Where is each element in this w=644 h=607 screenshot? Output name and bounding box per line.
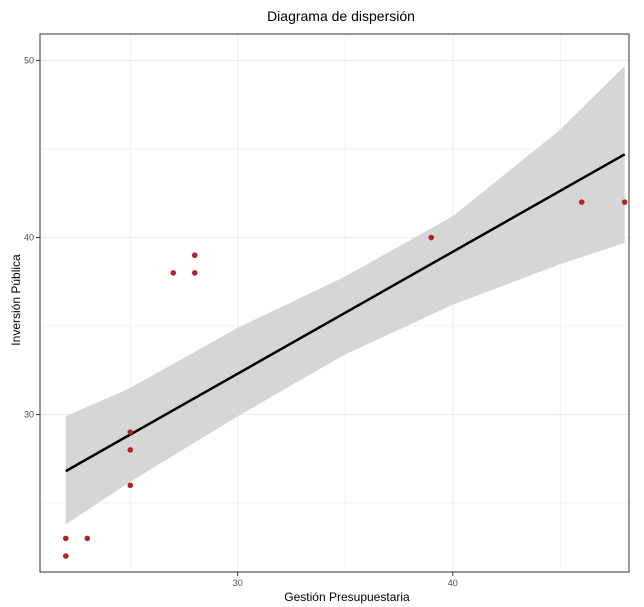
regression-line (65, 153, 626, 473)
data-point (84, 535, 91, 542)
data-point (428, 234, 435, 241)
data-point (191, 270, 198, 276)
data-point (191, 252, 198, 259)
data-point (127, 482, 134, 489)
x-tick-label: 30 (233, 578, 243, 588)
y-tick-label: 40 (24, 233, 34, 243)
data-point (127, 447, 134, 453)
axis-ticks: 30 40 30 40 50 (24, 56, 458, 588)
x-tick-label: 40 (448, 578, 458, 588)
y-tick-label: 30 (24, 409, 34, 419)
y-tick-label: 50 (24, 56, 34, 66)
data-point (578, 199, 585, 205)
data-point (62, 535, 69, 542)
confidence-band-layer (65, 65, 625, 525)
data-point (127, 429, 134, 435)
confidence-band (65, 65, 625, 525)
fit-line-layer (65, 153, 626, 473)
y-axis-title: Inversión Pública (9, 254, 23, 346)
data-point (621, 199, 628, 205)
data-point (62, 553, 69, 559)
panel-border (39, 33, 630, 573)
chart-title: Diagrama de dispersión (267, 8, 415, 24)
data-points (62, 199, 628, 559)
data-point (170, 270, 177, 276)
x-axis-title: Gestión Presupuestaria (284, 590, 410, 604)
